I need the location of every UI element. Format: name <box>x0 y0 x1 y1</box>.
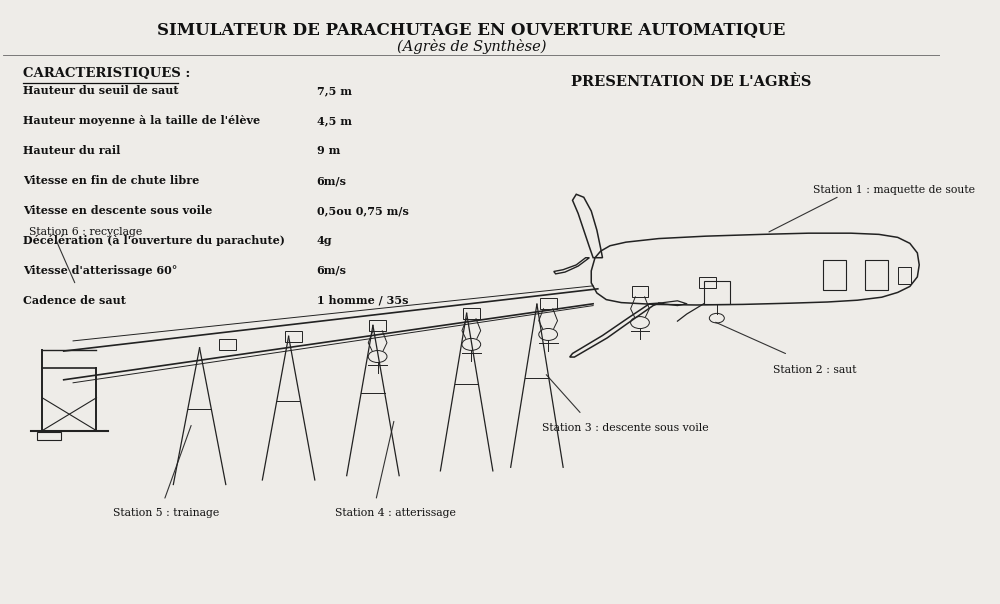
Bar <box>369 320 386 331</box>
Text: 7,5 m: 7,5 m <box>317 85 352 97</box>
Text: Vitesse en fin de chute libre: Vitesse en fin de chute libre <box>23 175 200 186</box>
Text: Hauteur du seuil de saut: Hauteur du seuil de saut <box>23 85 179 97</box>
Text: CARACTERISTIQUES :: CARACTERISTIQUES : <box>23 67 191 80</box>
Text: Cadence de saut: Cadence de saut <box>23 295 126 306</box>
Text: Hauteur du rail: Hauteur du rail <box>23 145 121 156</box>
Text: 9 m: 9 m <box>317 145 340 156</box>
Text: Station 3 : descente sous voile: Station 3 : descente sous voile <box>542 423 708 433</box>
Bar <box>540 298 557 309</box>
Text: 1 homme / 35s: 1 homme / 35s <box>317 295 408 306</box>
Text: Hauteur moyenne à la taille de l'élève: Hauteur moyenne à la taille de l'élève <box>23 115 261 126</box>
Text: (Agrès de Synthèse): (Agrès de Synthèse) <box>397 39 546 54</box>
Text: Station 5 : trainage: Station 5 : trainage <box>113 509 220 518</box>
Bar <box>704 281 730 304</box>
Text: Décélération (à l'ouverture du parachute): Décélération (à l'ouverture du parachute… <box>23 235 285 246</box>
Text: Vitesse d'atterissage 60°: Vitesse d'atterissage 60° <box>23 265 178 276</box>
Text: 0,5ou 0,75 m/s: 0,5ou 0,75 m/s <box>317 205 409 216</box>
Text: 4g: 4g <box>317 235 332 246</box>
Text: Station 6 : recyclage: Station 6 : recyclage <box>29 227 142 237</box>
Bar <box>463 308 480 319</box>
Bar <box>632 286 648 297</box>
Text: Vitesse en descente sous voile: Vitesse en descente sous voile <box>23 205 213 216</box>
Bar <box>219 339 236 350</box>
Bar <box>898 268 911 284</box>
Text: Station 4 : atterissage: Station 4 : atterissage <box>335 509 456 518</box>
Text: 4,5 m: 4,5 m <box>317 115 352 126</box>
Text: SIMULATEUR DE PARACHUTAGE EN OUVERTURE AUTOMATIQUE: SIMULATEUR DE PARACHUTAGE EN OUVERTURE A… <box>157 22 786 39</box>
Text: 6m/s: 6m/s <box>317 265 347 276</box>
Text: PRESENTATION DE L'AGRÈS: PRESENTATION DE L'AGRÈS <box>571 74 812 89</box>
Bar <box>823 260 846 290</box>
Text: Station 1 : maquette de soute: Station 1 : maquette de soute <box>813 185 975 195</box>
Bar <box>285 331 302 342</box>
Text: Station 2 : saut: Station 2 : saut <box>773 365 857 375</box>
Bar <box>699 277 716 288</box>
Text: 6m/s: 6m/s <box>317 175 347 186</box>
Bar <box>865 260 888 290</box>
